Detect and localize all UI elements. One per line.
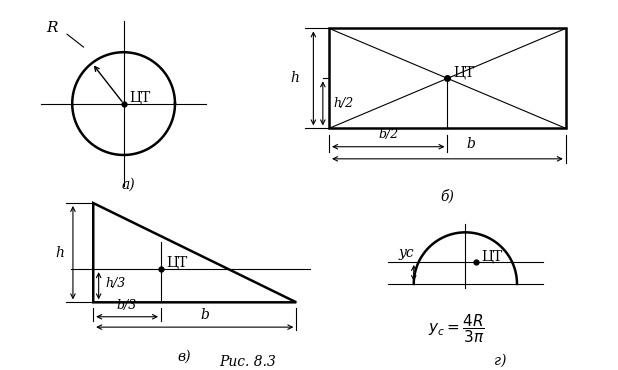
Text: b/2: b/2	[378, 128, 399, 141]
Text: h/3: h/3	[106, 277, 126, 290]
Text: в): в)	[178, 350, 192, 364]
Text: Рис. 8.3: Рис. 8.3	[219, 355, 276, 369]
Text: b: b	[467, 137, 475, 151]
Text: h/2: h/2	[333, 97, 353, 110]
Text: г): г)	[494, 354, 506, 368]
Text: b: b	[200, 309, 210, 323]
Text: ЦТ: ЦТ	[481, 250, 502, 264]
Text: б): б)	[441, 189, 454, 204]
Text: ЦТ: ЦТ	[454, 65, 475, 79]
Text: ЦТ: ЦТ	[166, 256, 188, 270]
Text: R: R	[46, 21, 58, 35]
Text: b/3: b/3	[117, 299, 137, 312]
Text: а): а)	[122, 177, 135, 191]
Text: ЦТ: ЦТ	[130, 90, 151, 104]
Text: h: h	[290, 71, 299, 85]
Text: h: h	[55, 246, 64, 260]
Text: $y_c = \dfrac{4R}{3\pi}$: $y_c = \dfrac{4R}{3\pi}$	[428, 312, 485, 345]
Text: yc: yc	[399, 246, 414, 260]
